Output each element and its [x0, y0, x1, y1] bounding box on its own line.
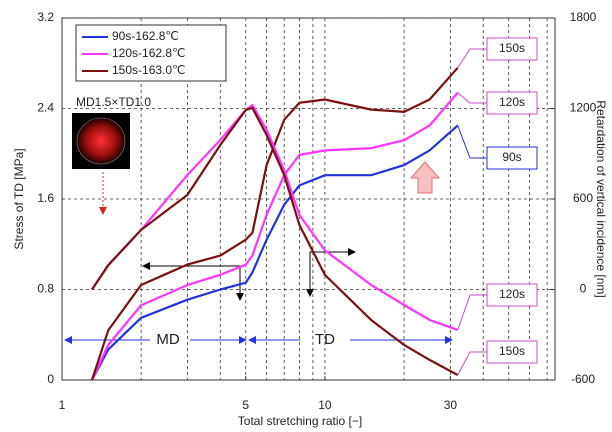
- end-label: 150s: [499, 41, 525, 55]
- y2-tick-label: 600: [573, 191, 593, 205]
- y-tick-label: 2.4: [37, 101, 54, 115]
- inset-spot: [76, 117, 126, 165]
- end-label: 120s: [499, 95, 525, 109]
- series-line: [90, 67, 459, 381]
- y-tick-label: 3.2: [37, 10, 54, 24]
- y-axis-title: Stress of TD [MPa]: [12, 148, 26, 249]
- up-arrow: [409, 161, 441, 194]
- legend-label: 90s-162.8℃: [112, 29, 179, 43]
- leader-line: [457, 92, 487, 104]
- inset: MD1.5×TD1.0: [72, 95, 151, 215]
- leader-line: [457, 125, 487, 159]
- end-label-box: [486, 37, 538, 61]
- y2-tick-label: 0: [580, 282, 587, 296]
- legend-label: 150s-163.0℃: [112, 63, 186, 77]
- leader-line: [457, 351, 487, 376]
- x-tick-label: 1: [59, 398, 66, 412]
- legend-label: 120s-162.8℃: [112, 46, 186, 60]
- y-tick-label: 0.8: [37, 282, 54, 296]
- x-tick-label: 5: [242, 398, 249, 412]
- y2-tick-label: 1800: [570, 10, 597, 24]
- td-label: TD: [315, 331, 335, 348]
- y2-tick-label: -600: [571, 372, 595, 386]
- end-label-box: [486, 91, 538, 115]
- x-tick-label: 30: [444, 398, 458, 412]
- x-tick-label: 10: [318, 398, 332, 412]
- leader-line: [457, 294, 487, 331]
- md-label: MD: [156, 331, 179, 348]
- end-label: 90s: [502, 150, 521, 164]
- end-label-box: [486, 146, 538, 170]
- end-label-box: [486, 283, 538, 307]
- series-line: [91, 106, 459, 376]
- series-line: [91, 124, 459, 381]
- end-label: 150s: [499, 344, 525, 358]
- y-tick-label: 0: [47, 372, 54, 386]
- y2-axis-title: Retardation of vertical incidence [nm]: [594, 100, 608, 297]
- series-line: [91, 91, 459, 381]
- y-tick-label: 1.6: [37, 191, 54, 205]
- y2-tick-label: 1200: [570, 101, 597, 115]
- axis-arrows: MD TD: [64, 161, 453, 348]
- series-line: [91, 103, 459, 331]
- leader-line: [457, 48, 487, 69]
- x-axis-title: Total stretching ratio [−]: [238, 414, 362, 428]
- end-label: 120s: [499, 287, 525, 301]
- inset-label: MD1.5×TD1.0: [76, 95, 151, 109]
- end-label-box: [486, 340, 538, 364]
